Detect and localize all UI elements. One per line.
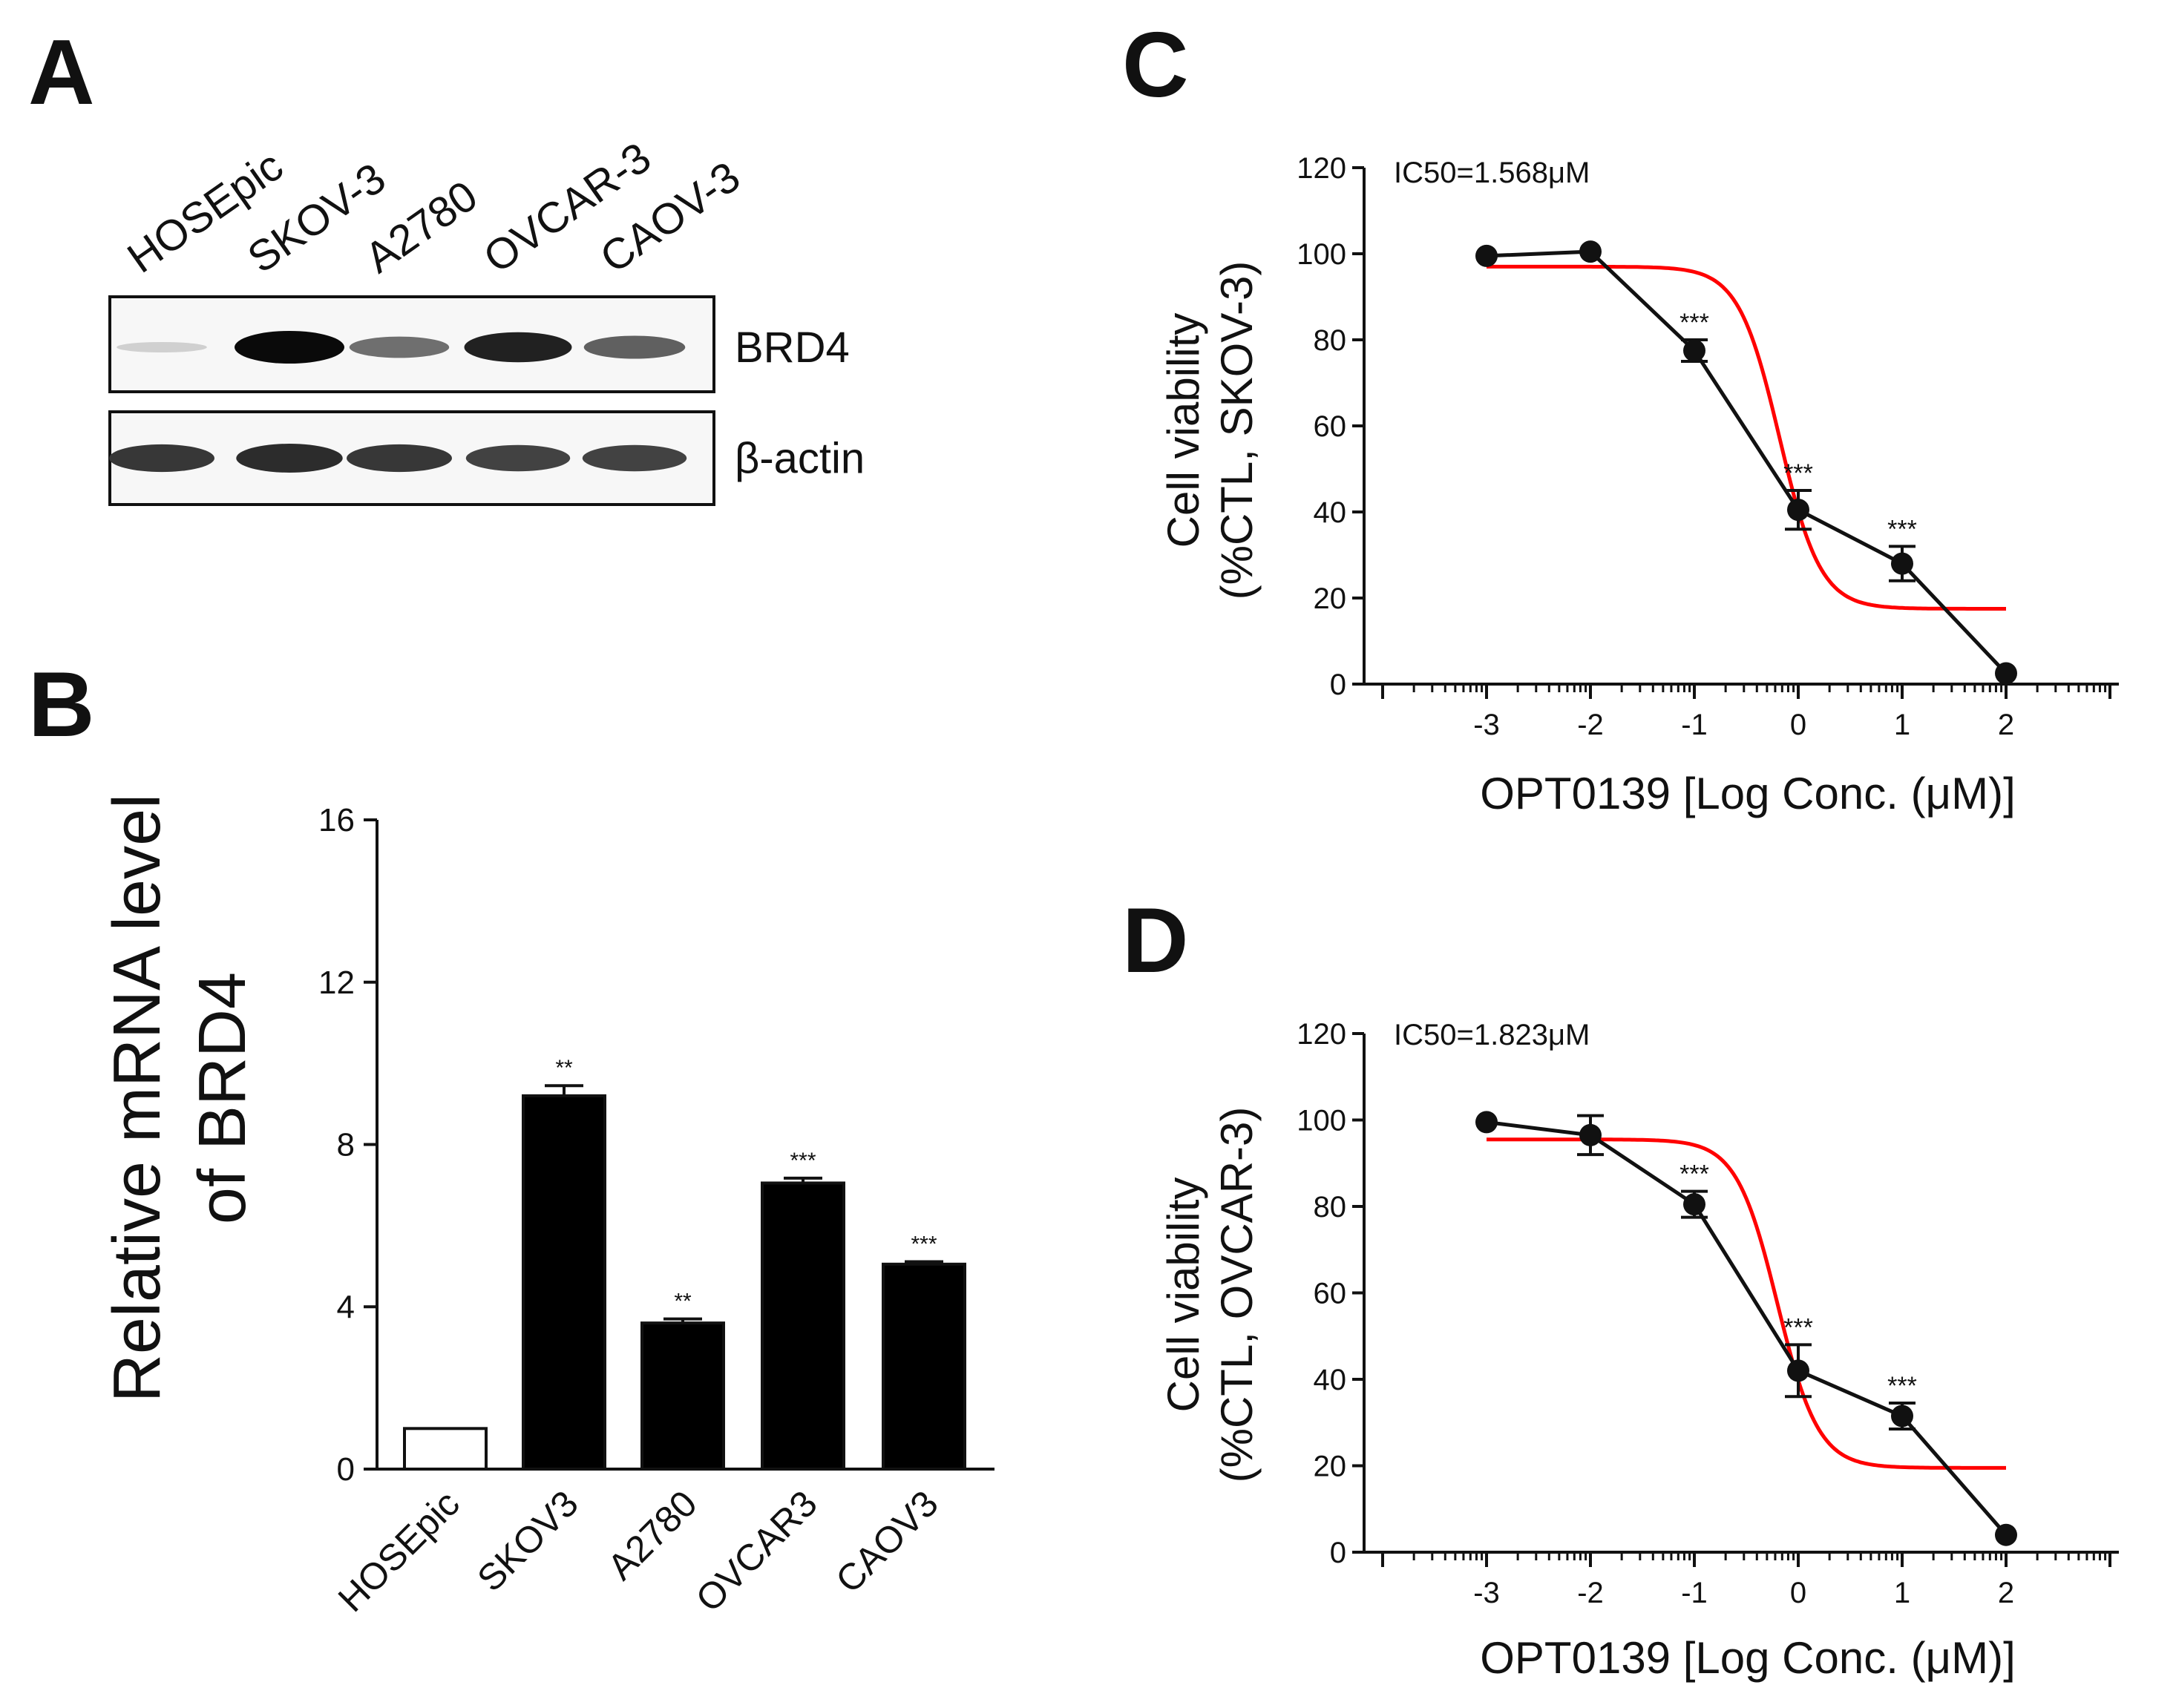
data-line [1486, 249, 2008, 675]
y-axis-title-d-line1: Cell viability [1159, 1177, 1208, 1413]
blot-band [583, 335, 686, 359]
x-tick-label: 1 [1894, 709, 1910, 741]
category-label: A2780 [600, 1482, 705, 1588]
data-point [1995, 662, 2017, 685]
panel-letter-b: B [28, 654, 95, 756]
y-tick-label-b: 0 [337, 1451, 355, 1488]
bar-chart-b: Relative mRNA level of BRD4 0 4 8 12 16 HOSEp… [100, 794, 994, 1620]
x-tick-label: 0 [1790, 709, 1806, 741]
y-tick-label-b: 12 [318, 965, 355, 1001]
significance-marker: *** [1887, 1372, 1917, 1400]
x-tick-label: -3 [1473, 709, 1500, 741]
dose-response-chart-d: IC50=1.823μM Cell viability (%CTL, OVCAR… [1159, 1018, 2119, 1683]
y-tick-label: 120 [1297, 1018, 1346, 1051]
significance-marker: *** [790, 1149, 816, 1173]
significance-marker: *** [1887, 515, 1917, 543]
y-tick-label: 0 [1330, 669, 1346, 701]
y-tick-label: 120 [1297, 152, 1346, 185]
bar [640, 1321, 725, 1471]
x-tick-label: -1 [1681, 709, 1708, 741]
data-point [1787, 499, 1809, 522]
data-point [1475, 244, 1498, 267]
y-tick-label: 60 [1314, 410, 1347, 443]
x-tick-label: 1 [1894, 1577, 1910, 1609]
x-axis-title-d: OPT0139 [Log Conc. (μM)] [1480, 1633, 2016, 1683]
category-label: SKOV3 [469, 1482, 586, 1600]
y-tick-label: 0 [1330, 1537, 1346, 1569]
blot-band [117, 341, 207, 353]
blot-band [109, 444, 214, 473]
y-axis-title-b-line1: Relative mRNA level [100, 794, 174, 1402]
x-axis-title-c: OPT0139 [Log Conc. (μM)] [1480, 769, 2016, 818]
significance-marker: *** [1679, 309, 1709, 337]
data-point [1683, 1193, 1705, 1216]
fit-curve [1487, 264, 2006, 611]
y-tick-label: 40 [1314, 1364, 1347, 1396]
y-tick-label-b: 4 [337, 1289, 355, 1325]
x-tick-label: -1 [1681, 1577, 1708, 1609]
significance-marker: ** [674, 1290, 692, 1314]
x-tick-label: 2 [1998, 709, 2014, 741]
significance-marker: ** [555, 1056, 573, 1080]
blot-band [235, 331, 344, 364]
x-tick-label: -2 [1577, 709, 1604, 741]
y-tick-label-b: 8 [337, 1127, 355, 1163]
y-tick-label: 60 [1314, 1278, 1347, 1310]
y-tick-label: 100 [1297, 238, 1346, 271]
significance-marker: *** [911, 1232, 937, 1257]
y-axis-title-b-line2: of BRD4 [186, 972, 260, 1224]
y-tick-label: 20 [1314, 1451, 1347, 1483]
x-tick-label: 0 [1790, 1577, 1806, 1609]
panel-letter-d: D [1122, 890, 1189, 992]
blot-band [464, 332, 572, 363]
bar [403, 1427, 488, 1471]
blot-band [582, 444, 687, 472]
dose-response-chart-c: IC50=1.568μM Cell viability (%CTL, SKOV-… [1159, 152, 2119, 818]
y-tick-label: 20 [1314, 582, 1347, 615]
bar [882, 1262, 966, 1471]
y-tick-label-b: 16 [318, 802, 355, 838]
data-point [1891, 1405, 1913, 1428]
x-tick-label: -2 [1577, 1577, 1604, 1609]
bar [522, 1094, 606, 1471]
y-axis-title-c-line1: Cell viability [1159, 313, 1208, 548]
x-tick-label: -3 [1473, 1577, 1500, 1609]
category-label: CAOV3 [828, 1482, 946, 1600]
ic50-annotation-c: IC50=1.568μM [1394, 157, 1590, 189]
significance-marker: *** [1679, 1160, 1709, 1189]
significance-marker: *** [1783, 459, 1813, 487]
western-blot: HOSEpicSKOV-3A2780OVCAR-3CAOV-3BRD4β-act… [108, 134, 865, 506]
y-axis-title-c-line2: (%CTL, SKOV-3) [1212, 261, 1262, 600]
blot-band [236, 444, 343, 473]
band-label: BRD4 [735, 323, 850, 372]
ic50-annotation-d: IC50=1.823μM [1394, 1019, 1590, 1051]
significance-marker: *** [1783, 1313, 1813, 1341]
y-tick-label: 100 [1297, 1105, 1346, 1137]
blot-band [347, 444, 452, 473]
data-point [1683, 339, 1705, 362]
category-label: OVCAR3 [688, 1482, 825, 1620]
data-point [1579, 1123, 1602, 1146]
bar [761, 1181, 845, 1471]
panel-letter-c: C [1122, 14, 1189, 116]
x-tick-label: 2 [1998, 1577, 2014, 1609]
y-tick-label: 80 [1314, 324, 1347, 357]
fit-curve [1487, 1137, 2006, 1470]
data-point [1787, 1359, 1809, 1382]
y-axis-title-d-line2: (%CTL, OVCAR-3) [1212, 1107, 1262, 1483]
category-label: HOSEpic [330, 1482, 468, 1620]
y-tick-label: 40 [1314, 496, 1347, 529]
panel-letter-a: A [28, 22, 95, 124]
blot-band [465, 444, 571, 472]
blot-band [349, 336, 450, 358]
data-point [1475, 1111, 1498, 1134]
data-point [1995, 1523, 2017, 1546]
data-line [1486, 1120, 2008, 1537]
y-tick-label: 80 [1314, 1191, 1347, 1223]
data-point [1891, 552, 1913, 575]
data-point [1579, 240, 1602, 263]
band-label: β-actin [735, 435, 865, 483]
